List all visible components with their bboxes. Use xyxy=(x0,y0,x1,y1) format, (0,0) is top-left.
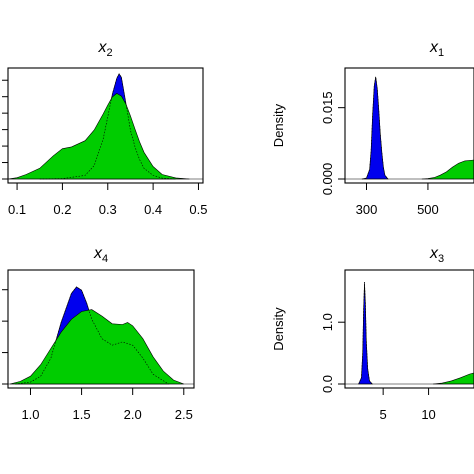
x-tick-label: 1.5 xyxy=(73,407,91,422)
x-tick-label: 1.0 xyxy=(21,407,39,422)
panel-3: 1.0 1.5 2.0 2.5 x4 xyxy=(2,245,195,422)
plot-frame xyxy=(7,67,204,184)
x-tick-label: 500 xyxy=(417,202,439,217)
x-tick-label: 300 xyxy=(356,202,378,217)
x-tick-label: 0.1 xyxy=(8,202,26,217)
panel-title: x1 xyxy=(429,39,444,59)
blue-outline-dotted xyxy=(358,281,373,385)
x-tick-label: 0.5 xyxy=(189,202,207,217)
x-tick-label: 2.0 xyxy=(124,407,142,422)
panel-1: 0.1 0.2 0.3 0.4 0.5 x2 xyxy=(2,39,208,217)
title-subscript: 2 xyxy=(106,47,112,59)
title-subscript: 1 xyxy=(438,47,444,59)
title-subscript: 3 xyxy=(438,253,444,265)
blue-outline-dotted xyxy=(39,73,176,180)
x-tick-label: 2.5 xyxy=(175,407,193,422)
y-tick-label: 0.015 xyxy=(320,91,335,124)
series-green-area xyxy=(433,372,474,385)
series-green-area xyxy=(9,309,184,385)
x-tick-label: 0.3 xyxy=(99,202,117,217)
panel-4: 5 10 0.0 1.0 Density x3 xyxy=(271,245,474,422)
title-subscript: 4 xyxy=(102,253,108,265)
x-tick-label: 0.4 xyxy=(144,202,162,217)
plot-frame xyxy=(344,67,474,184)
title-variable: x xyxy=(93,245,103,262)
y-axis-label: Density xyxy=(271,307,286,351)
panel-title: x3 xyxy=(429,245,444,265)
plot-frame xyxy=(344,269,474,389)
panel-title: x4 xyxy=(93,245,108,265)
series-green-area xyxy=(8,93,190,180)
title-variable: x xyxy=(429,245,439,262)
plot-frame xyxy=(7,269,195,389)
panel-title: x2 xyxy=(97,39,112,59)
x-tick-label: 10 xyxy=(421,407,435,422)
series-blue-area xyxy=(361,76,389,180)
series-green-area xyxy=(421,159,474,180)
panel-2: 300 500 0.000 0.015 Density x1 xyxy=(271,39,474,217)
series-blue-area xyxy=(358,281,373,385)
title-variable: x xyxy=(97,39,107,56)
y-tick-label: 0.0 xyxy=(320,375,335,393)
blue-outline-dotted xyxy=(15,286,169,385)
y-tick-label: 1.0 xyxy=(320,313,335,331)
y-tick-label: 0.000 xyxy=(320,163,335,196)
x-tick-label: 0.2 xyxy=(53,202,71,217)
x-tick-label: 5 xyxy=(380,407,387,422)
y-axis-label: Density xyxy=(271,103,286,147)
title-variable: x xyxy=(429,39,439,56)
